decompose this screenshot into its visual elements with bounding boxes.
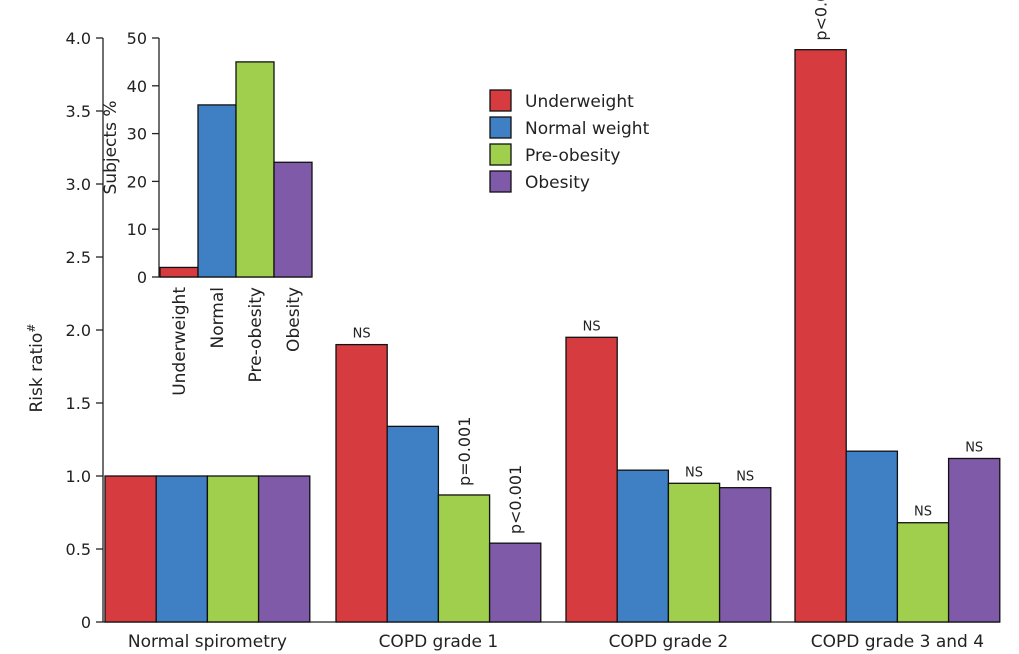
legend-label-underweight: Underweight	[525, 92, 634, 112]
inset-x-category-label: Pre-obesity	[246, 287, 266, 382]
main-annotations: NS p=0.001 p<0.001 NS NS NS p<0.001 NS NS	[353, 0, 984, 534]
legend-label-obesity: Obesity	[525, 173, 590, 193]
y-tick-label: 1.5	[66, 394, 91, 413]
x-category-label: COPD grade 2	[609, 632, 729, 652]
inset-y-tick-label: 40	[127, 77, 147, 96]
y-tick-label: 3.5	[66, 102, 91, 121]
legend-swatch-pre-obesity	[489, 143, 512, 166]
inset-y-tick-label: 10	[127, 220, 147, 239]
legend-label-normal-weight: Normal weight	[525, 119, 650, 139]
x-category-label: Normal spirometry	[128, 632, 287, 652]
legend-swatch-obesity	[489, 170, 512, 193]
bar-pre-obesity-copd-grade-3-and-4	[896, 522, 950, 623]
legend-swatch-underweight	[489, 89, 512, 112]
legend-swatch-normal-weight	[489, 116, 512, 139]
bar-underweight-normal-spirometry	[104, 475, 157, 623]
bar-obesity-copd-grade-2	[718, 487, 772, 623]
inset-x-category-label: Normal	[208, 287, 228, 349]
bar-underweight-copd-grade-2	[565, 336, 618, 623]
bar-normal-weight-copd-grade-3-and-4	[845, 450, 899, 623]
inset-x-category-label: Obesity	[284, 287, 304, 352]
bar-pre-obesity-copd-grade-1	[437, 494, 491, 623]
main-axes: 0 0.5 1.0 1.5 2.0 2.5 3.0 3.5 4.0 Risk ratio# Norm…	[25, 29, 1000, 652]
inset-y-tick-label: 20	[127, 172, 147, 191]
bar-obesity-copd-grade-3-and-4	[947, 457, 1001, 623]
y-tick-label: 0.5	[66, 540, 91, 559]
main-bars	[104, 49, 1001, 623]
y-axis-label-text: Risk ratio	[27, 333, 47, 413]
y-tick-label: 2.0	[66, 321, 91, 340]
bar-underweight-copd-grade-1	[335, 343, 388, 623]
bar-pre-obesity-normal-spirometry	[206, 475, 260, 623]
bar-annotation: p=0.001	[455, 417, 474, 486]
bar-annotation: NS	[685, 465, 703, 480]
inset-y-tick-label: 0	[137, 268, 147, 287]
bar-normal-weight-copd-grade-2	[616, 469, 670, 623]
bar-pre-obesity-copd-grade-2	[667, 482, 721, 623]
y-tick-label: 1.0	[66, 467, 91, 486]
bar-normal-weight-normal-spirometry	[155, 475, 209, 623]
inset-y-tick-label: 50	[127, 29, 147, 48]
bar-annotation: NS	[353, 327, 371, 342]
inset-bar-pre-obesity	[235, 61, 275, 278]
bar-annotation: p<0.001	[812, 0, 831, 41]
y-tick-label: 3.0	[66, 175, 91, 194]
inset-chart: 0 10 20 30 40 50 Subjects % Underweight Normal Pr…	[101, 29, 313, 396]
x-category-label: COPD grade 3 and 4	[811, 632, 984, 652]
legend-label-pre-obesity: Pre-obesity	[525, 146, 620, 166]
y-tick-label: 2.5	[66, 248, 91, 267]
x-category-label: COPD grade 1	[379, 632, 499, 652]
y-axis-label-superscript: #	[25, 323, 38, 332]
inset-y-tick-label: 30	[127, 125, 147, 144]
bar-obesity-copd-grade-1	[488, 542, 542, 623]
inset-x-category-label: Underweight	[170, 287, 190, 396]
bar-annotation: NS	[914, 505, 932, 520]
bar-annotation: p<0.001	[506, 465, 525, 534]
inset-bar-underweight	[159, 266, 199, 278]
bar-annotation: NS	[965, 440, 983, 455]
bar-obesity-normal-spirometry	[257, 475, 311, 623]
bar-annotation: NS	[736, 470, 754, 485]
bar-annotation: NS	[583, 319, 601, 334]
bar-normal-weight-copd-grade-1	[386, 425, 440, 623]
inset-y-axis-label: Subjects %	[101, 101, 121, 195]
bar-underweight-copd-grade-3-and-4	[794, 49, 847, 623]
inset-bar-obesity	[273, 161, 313, 278]
legend: Underweight Normal weight Pre-obesity Obesi…	[489, 89, 650, 193]
y-tick-label: 0	[81, 613, 91, 632]
y-tick-label: 4.0	[66, 29, 91, 48]
inset-bar-normal	[197, 104, 237, 278]
y-axis-label: Risk ratio#	[25, 323, 47, 412]
